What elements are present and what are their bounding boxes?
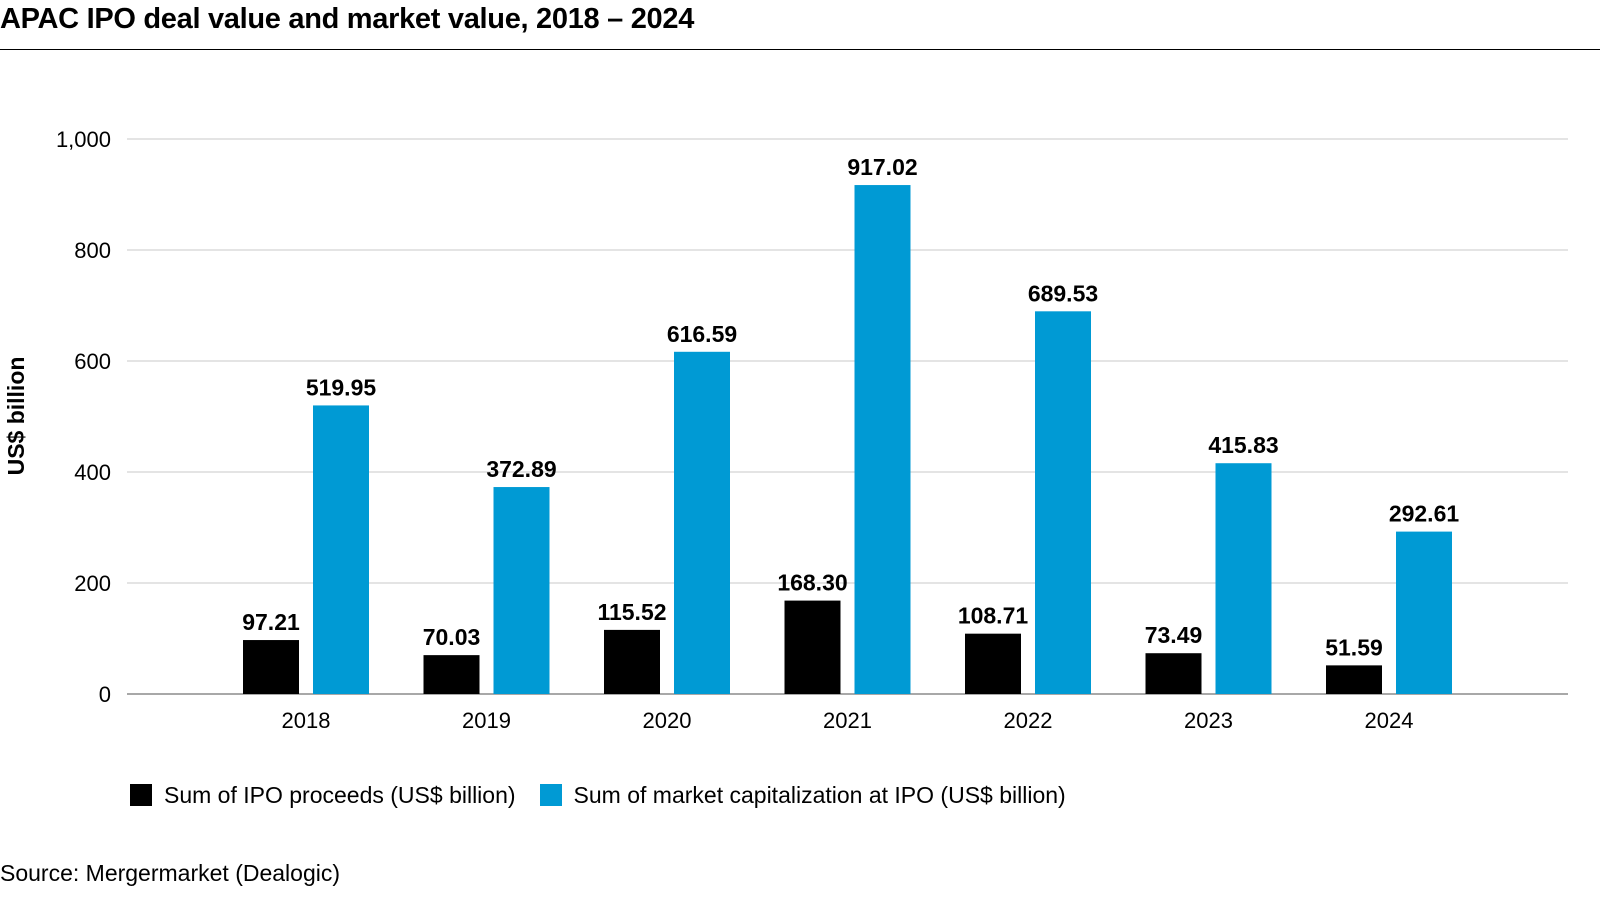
x-tick-label-2020: 2020 xyxy=(643,708,692,733)
bar-market-cap-2021 xyxy=(854,185,911,694)
bar-proceeds-2023 xyxy=(1145,653,1202,694)
data-label-proceeds-2021: 168.30 xyxy=(777,570,847,596)
bar-market-cap-2018 xyxy=(313,405,369,694)
source-note: Source: Mergermarket (Dealogic) xyxy=(0,860,341,886)
y-axis-label: US$ billion xyxy=(3,357,29,476)
legend: Sum of IPO proceeds (US$ billion) Sum of… xyxy=(130,780,1090,810)
legend-label-proceeds: Sum of IPO proceeds (US$ billion) xyxy=(164,781,516,808)
bar-market-cap-2022 xyxy=(1035,311,1091,694)
x-tick-label-2021: 2021 xyxy=(823,708,872,733)
y-tick-label-600: 600 xyxy=(74,349,111,374)
bar-market-cap-2019 xyxy=(493,487,550,694)
legend-swatch-proceeds xyxy=(130,784,152,806)
title-divider xyxy=(0,49,1600,50)
data-label-market-cap-2020: 616.59 xyxy=(667,321,737,347)
y-tick-label-400: 400 xyxy=(74,460,111,485)
bar-proceeds-2019 xyxy=(423,655,480,694)
data-label-proceeds-2022: 108.71 xyxy=(958,603,1029,629)
bar-proceeds-2022 xyxy=(965,633,1021,694)
legend-label-market-cap: Sum of market capitalization at IPO (US$… xyxy=(573,781,1066,808)
data-label-market-cap-2023: 415.83 xyxy=(1208,432,1278,458)
x-tick-label-2022: 2022 xyxy=(1004,708,1053,733)
bar-chart: 0 200 400 600 800 1,000 US$ billion 97.21 519.95… xyxy=(3,127,1568,733)
y-tick-label-0: 0 xyxy=(99,682,111,707)
data-label-proceeds-2023: 73.49 xyxy=(1145,622,1203,648)
data-label-market-cap-2022: 689.53 xyxy=(1028,280,1098,306)
y-tick-label-800: 800 xyxy=(74,238,111,263)
bar-market-cap-2024 xyxy=(1396,531,1452,694)
data-label-market-cap-2019: 372.89 xyxy=(486,456,556,482)
data-label-proceeds-2018: 97.21 xyxy=(242,609,300,635)
legend-item-market-cap: Sum of market capitalization at IPO (US$… xyxy=(539,781,1066,809)
data-label-proceeds-2020: 115.52 xyxy=(597,599,666,625)
chart-title: APAC IPO deal value and market value, 20… xyxy=(0,3,695,35)
x-tick-label-2019: 2019 xyxy=(462,708,511,733)
data-label-market-cap-2018: 519.95 xyxy=(306,374,377,400)
bar-market-cap-2023 xyxy=(1215,463,1272,694)
bar-proceeds-2021 xyxy=(784,600,841,694)
bar-proceeds-2018 xyxy=(243,640,299,694)
x-tick-label-2018: 2018 xyxy=(282,708,331,733)
data-label-market-cap-2021: 917.02 xyxy=(847,154,917,180)
legend-item-proceeds: Sum of IPO proceeds (US$ billion) xyxy=(130,782,516,809)
bar-market-cap-2020 xyxy=(674,351,730,694)
x-tick-label-2024: 2024 xyxy=(1365,708,1414,733)
y-tick-label-1000: 1,000 xyxy=(56,127,111,152)
data-label-market-cap-2024: 292.61 xyxy=(1389,501,1460,527)
y-tick-label-200: 200 xyxy=(74,571,111,596)
bar-proceeds-2020 xyxy=(604,629,660,694)
legend-swatch-market-cap xyxy=(539,784,562,806)
data-label-proceeds-2019: 70.03 xyxy=(423,624,481,650)
data-label-proceeds-2024: 51.59 xyxy=(1325,634,1383,660)
x-tick-label-2023: 2023 xyxy=(1184,708,1233,733)
bar-proceeds-2024 xyxy=(1326,665,1382,694)
